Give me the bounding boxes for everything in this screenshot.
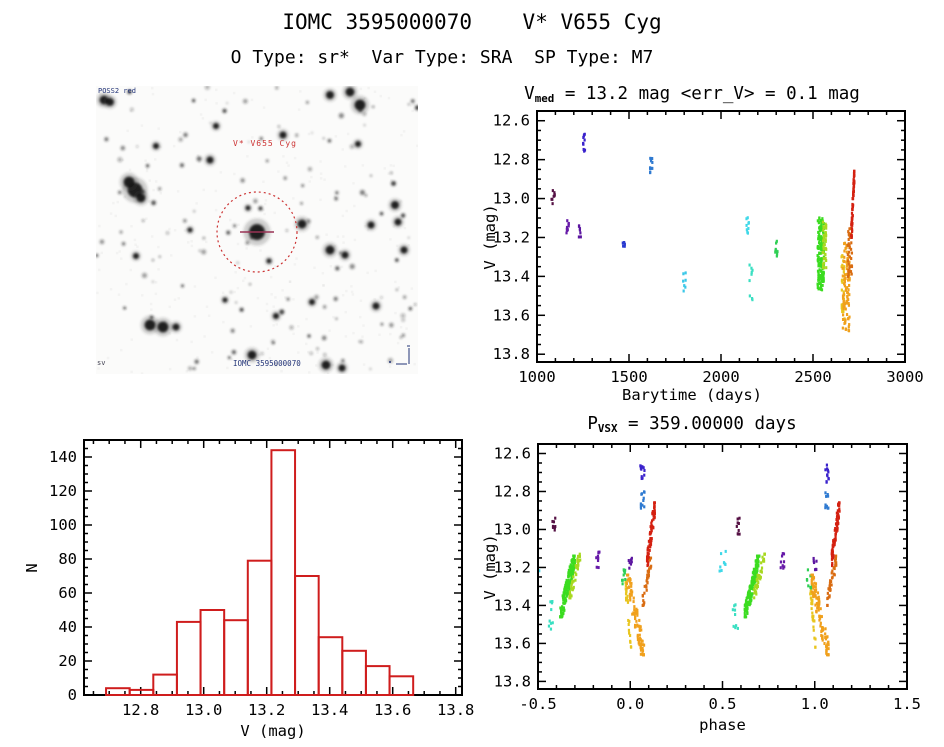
svg-text:100: 100 (49, 516, 77, 534)
histogram-bar (341, 649, 367, 697)
svg-text:13.0: 13.0 (185, 701, 222, 719)
axis-ticks (536, 110, 906, 362)
lightcurve-x-axis-label: Barytime (days) (622, 386, 762, 404)
svg-text:13.4: 13.4 (493, 267, 530, 285)
svg-text:60: 60 (58, 584, 77, 602)
phase-x-axis-label: phase (699, 716, 746, 734)
svg-text:20: 20 (58, 652, 77, 670)
phase-y-axis-label: V (mag) (481, 534, 499, 600)
svg-text:12.8: 12.8 (122, 701, 159, 719)
svg-text:0.5: 0.5 (709, 695, 737, 713)
svg-text:13.8: 13.8 (437, 701, 474, 719)
histogram-bar (246, 559, 273, 696)
finder-survey-label: POSS2 red (98, 87, 136, 95)
finder-target-label: V* V655 Cyg (233, 139, 297, 148)
lightcurve-plot: 1000 1500 2000 2500 3000 12.6 12.8 13.0 13.2 13.4… (493, 110, 924, 386)
svg-text:12.6: 12.6 (493, 112, 530, 130)
svg-text:1.5: 1.5 (893, 695, 921, 713)
histogram-bar (294, 575, 320, 696)
page-title: IOMC 3595000070 V* V655 Cyg (282, 10, 662, 34)
field-stars (96, 86, 418, 371)
finder-corner-note: sv (97, 359, 106, 367)
svg-text:13.2: 13.2 (493, 228, 530, 246)
svg-text:40: 40 (58, 618, 77, 636)
data-points (539, 463, 841, 657)
scale-marker (389, 345, 410, 365)
svg-text:1.0: 1.0 (801, 695, 829, 713)
axis-tick-labels: 12.8 13.0 13.2 13.4 13.6 13.8 0 20 40 60 80 100 120 1… (49, 448, 474, 719)
svg-text:0.0: 0.0 (616, 695, 644, 713)
histogram-bar (152, 673, 178, 697)
svg-text:3000: 3000 (886, 368, 923, 386)
phase-title-rest: = 359.00000 days (617, 414, 797, 434)
histogram-bar (388, 675, 415, 697)
finder-coordinates-label: IOMC 3595000070 (233, 359, 301, 368)
svg-text:1500: 1500 (610, 368, 647, 386)
plot-frame (537, 443, 908, 690)
phase-plot-title: PVSX = 359.00000 days (440, 414, 944, 436)
svg-text:120: 120 (49, 482, 77, 500)
histogram-bar (317, 636, 344, 696)
histogram-bar (128, 688, 155, 696)
svg-text:12.8: 12.8 (493, 151, 530, 169)
svg-text:13.2: 13.2 (494, 558, 531, 576)
svg-text:13.8: 13.8 (494, 672, 531, 690)
lightcurve-title-rest: = 13.2 mag <err_V> = 0.1 mag (554, 84, 860, 104)
svg-text:13.0: 13.0 (493, 190, 530, 208)
histogram-y-axis-label: N (23, 563, 41, 573)
axis-ticks (537, 443, 908, 689)
svg-text:12.8: 12.8 (494, 482, 531, 500)
histogram-bar (364, 665, 391, 697)
lightcurve-title-subscript: med (534, 92, 555, 106)
lightcurve-title-prefix: V (524, 84, 535, 104)
bright-stars (96, 86, 410, 374)
histogram-x-axis-label: V (mag) (240, 722, 306, 740)
phase-title-prefix: P (587, 414, 598, 434)
svg-text:140: 140 (49, 448, 77, 466)
finding-chart-image (96, 86, 418, 374)
histogram-bars (105, 449, 415, 697)
svg-text:13.4: 13.4 (494, 596, 531, 614)
data-points (550, 132, 856, 333)
background-noise (96, 86, 418, 374)
histogram-plot: 12.8 13.0 13.2 13.4 13.6 13.8 0 20 40 60 80 100 120 1… (49, 439, 474, 719)
svg-text:13.2: 13.2 (248, 701, 285, 719)
target-marker (216, 191, 298, 273)
phase-folded-plot: -0.5 0.0 0.5 1.0 1.5 12.6 12.8 13.0 13.2 13.4 13.6… (494, 443, 921, 713)
svg-text:0: 0 (68, 686, 77, 704)
svg-text:2500: 2500 (794, 368, 831, 386)
histogram-bar (270, 449, 297, 697)
svg-text:80: 80 (58, 550, 77, 568)
lightcurve-title: Vmed = 13.2 mag <err_V> = 0.1 mag (440, 84, 944, 106)
histogram-bar (175, 620, 202, 696)
histogram-bar (105, 687, 131, 697)
histogram-bar (223, 619, 249, 696)
svg-text:13.0: 13.0 (494, 520, 531, 538)
phase-title-subscript: VSX (597, 422, 618, 436)
histogram-bar (199, 609, 226, 696)
svg-text:13.4: 13.4 (311, 701, 348, 719)
svg-text:12.6: 12.6 (494, 444, 531, 462)
svg-text:1000: 1000 (518, 368, 555, 386)
axis-tick-labels: -0.5 0.0 0.5 1.0 1.5 12.6 12.8 13.0 13.2 13.4 13.6… (494, 444, 921, 713)
svg-text:13.6: 13.6 (374, 701, 411, 719)
svg-text:13.8: 13.8 (493, 345, 530, 363)
lightcurve-y-axis-label: V (mag) (481, 204, 499, 270)
page-subtitle: O Type: sr* Var Type: SRA SP Type: M7 (230, 47, 654, 68)
target-marker-circle (216, 191, 298, 273)
svg-text:2000: 2000 (702, 368, 739, 386)
svg-text:-0.5: -0.5 (519, 695, 556, 713)
svg-text:13.6: 13.6 (493, 306, 530, 324)
svg-text:13.6: 13.6 (494, 634, 531, 652)
axis-tick-labels: 1000 1500 2000 2500 3000 12.6 12.8 13.0 13.2 13.4… (493, 112, 924, 386)
